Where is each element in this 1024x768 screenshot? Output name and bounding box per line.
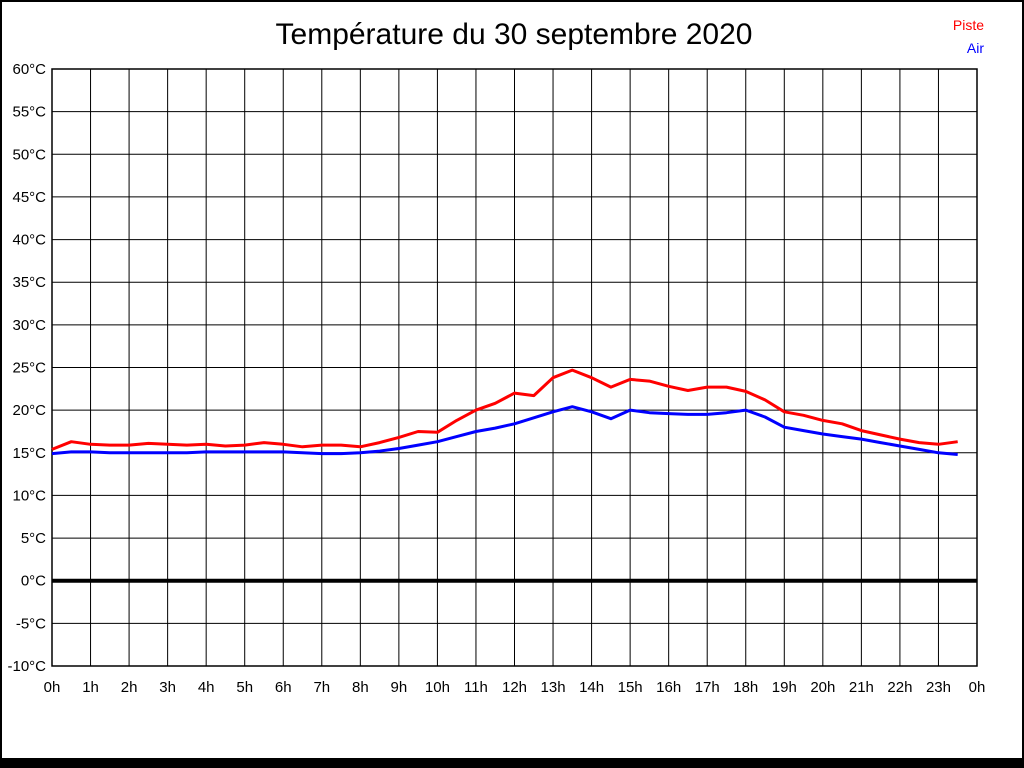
x-axis-tick-label: 0h [969,679,986,696]
y-axis-tick-label: 15°C [12,445,46,462]
x-axis-tick-label: 18h [733,679,758,696]
x-axis-tick-label: 16h [656,679,681,696]
plot-frame [51,68,978,667]
y-axis-tick-label: 20°C [12,402,46,419]
x-axis-tick-label: 23h [926,679,951,696]
x-axis-tick-label: 21h [849,679,874,696]
x-axis-tick-label: 5h [236,679,253,696]
x-axis-tick-label: 1h [82,679,99,696]
piste-line [51,368,958,451]
y-axis-tick-label: 40°C [12,232,46,249]
x-axis-tick-label: 17h [695,679,720,696]
x-axis-tick-label: 9h [391,679,408,696]
y-axis-tick-label: 45°C [12,189,46,206]
y-axis-tick-label: -10°C [7,658,46,675]
x-axis-tick-label: 8h [352,679,369,696]
y-axis-tick-label: 30°C [12,317,46,334]
y-axis-tick-label: 35°C [12,274,46,291]
x-axis-tick-label: 11h [464,679,488,696]
y-axis-tick-label: 50°C [12,146,46,163]
y-axis-tick-label: 60°C [12,61,46,78]
y-axis-tick-label: 5°C [21,530,46,547]
x-axis-tick-label: 13h [541,679,566,696]
x-axis-tick-label: 22h [887,679,912,696]
legend-item-air: Air [966,40,984,56]
x-axis-tick-label: 19h [772,679,797,696]
air-line [51,405,958,456]
y-axis-tick-label: -5°C [16,615,46,632]
bottom-bar [2,758,1022,766]
x-axis-tick-label: 14h [579,679,604,696]
x-axis-tick-label: 2h [121,679,138,696]
y-axis-tick-label: 10°C [12,487,46,504]
x-axis-tick-label: 0h [44,679,61,696]
y-axis-tick-label: 0°C [21,573,46,590]
x-axis-tick-label: 4h [198,679,215,696]
legend-item-piste: Piste [952,17,984,33]
x-axis-tick-label: 15h [618,679,643,696]
chart-title: Température du 30 septembre 2020 [275,18,753,51]
x-axis-tick-label: 12h [502,679,527,696]
x-axis-tick-label: 3h [159,679,176,696]
y-axis-tick-label: 25°C [12,360,46,377]
y-axis-tick-label: 55°C [12,104,46,121]
x-axis-tick-label: 7h [313,679,330,696]
x-axis-tick-label: 20h [810,679,835,696]
x-axis-tick-label: 6h [275,679,292,696]
x-axis-tick-label: 10h [425,679,450,696]
legend: Piste Air [953,14,984,60]
